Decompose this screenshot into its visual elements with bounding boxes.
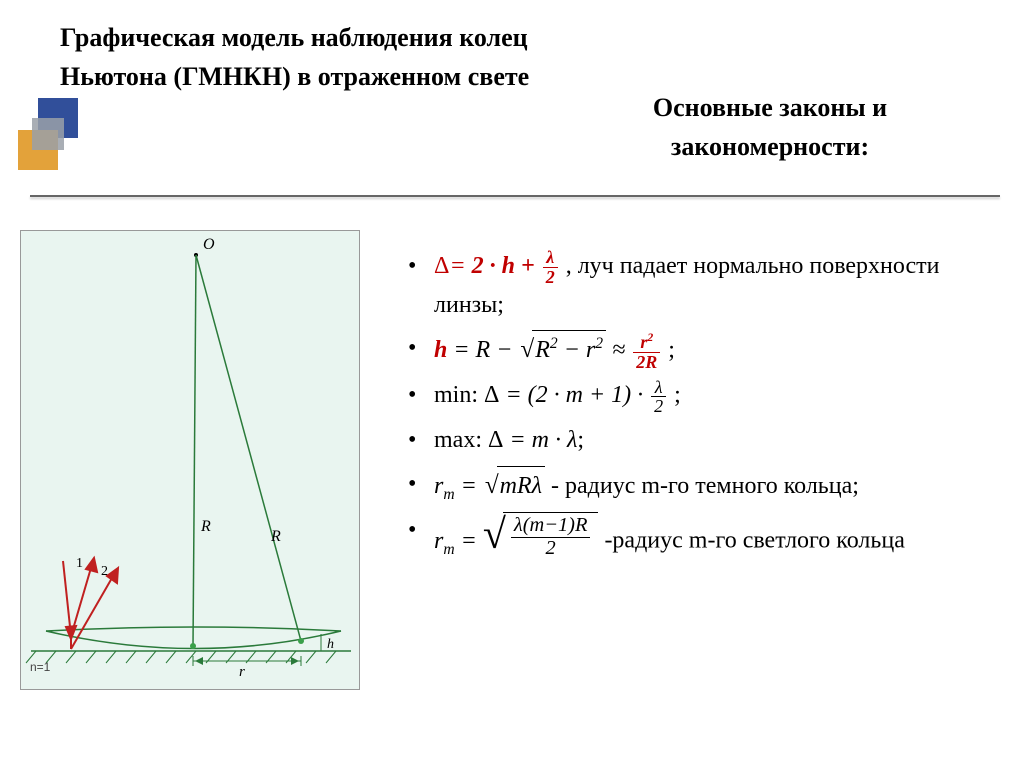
label-h: h [327,637,334,652]
title-left: Графическая модель наблюдения колец Ньют… [60,18,530,96]
label-r: r [239,664,245,680]
b5-tail: - радиус m-го темного кольца; [545,473,859,499]
b6-tail: -радиус m-го светлого кольца [598,528,904,554]
bullet-rm-dark: rm = mRλ - радиус m-го темного кольца; [400,466,1010,507]
bullet-delta: Δ= 2 · h + λ2 , луч падает нормально пов… [400,248,1010,324]
b4-prefix: max: [434,427,488,453]
n-equals-label: n=1 [30,660,50,674]
corner-decoration [10,90,90,190]
label-R-left: R [200,518,211,535]
formula-list: Δ= 2 · h + λ2 , луч падает нормально пов… [400,248,1010,568]
ray-label-1: 1 [76,556,83,571]
title-underline [30,195,1000,197]
label-R-right: R [270,528,281,545]
b3-prefix: min: [434,382,484,408]
ray-label-2: 2 [101,564,108,579]
title-right: Основные законы и закономерности: [560,88,980,166]
bullet-h: h = R − R2 − r2 ≈ r22R ; [400,330,1010,371]
bullet-rm-light: rm = √λ(m−1)R2 -радиус m-го светлого кол… [400,512,1010,562]
bullet-min: min: Δ = (2 · m + 1) · λ2 ; [400,377,1010,416]
newton-rings-diagram: O R R [20,230,360,690]
label-O: O [203,236,215,253]
bullet-max: max: Δ = m · λ; [400,422,1010,459]
